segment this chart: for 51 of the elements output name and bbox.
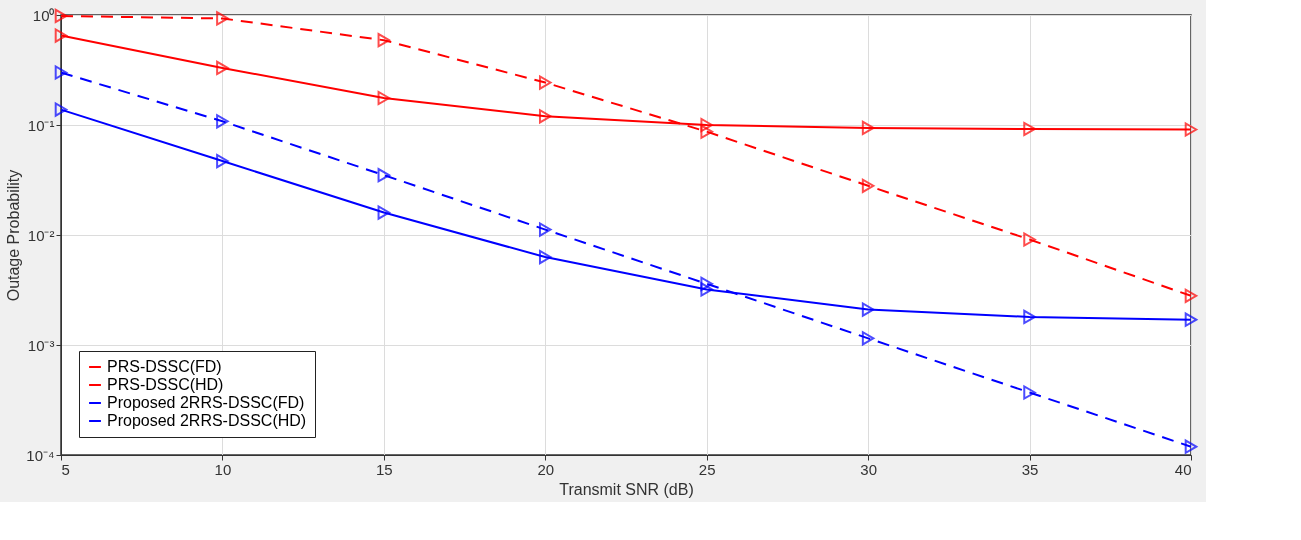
legend-label: Proposed 2RRS-DSSC(HD) [107, 412, 307, 429]
y-tick-label: 10⁻³ [27, 336, 55, 354]
point [700, 124, 714, 139]
x-axis-title: Transmit SNR (dB) [559, 480, 694, 498]
point [700, 276, 714, 291]
point [377, 168, 391, 183]
point [1184, 439, 1198, 454]
point [1184, 312, 1198, 327]
point [216, 114, 229, 129]
legend-label: Proposed 2RRS-DSSC(FD) [107, 394, 305, 411]
point [1184, 288, 1198, 303]
point [54, 102, 68, 117]
point [538, 75, 552, 90]
point [216, 11, 229, 26]
point [861, 120, 875, 136]
point [538, 109, 552, 124]
point [538, 222, 552, 237]
legend-label: PRS-DSSC(HD) [107, 376, 224, 393]
point [377, 90, 391, 106]
point [216, 60, 229, 76]
x-tick-label: 15 [376, 460, 393, 478]
x-tick-label: 5 [61, 460, 70, 478]
point [54, 8, 68, 24]
y-tick-label: 10⁻⁴ [26, 446, 55, 464]
x-tick-label: 10 [214, 460, 232, 478]
y-axis-title: Outage Probability [5, 169, 23, 302]
point [1184, 122, 1198, 137]
x-tick-label: 20 [537, 460, 555, 478]
legend-label: PRS-DSSC(FD) [107, 358, 222, 375]
point [538, 249, 552, 265]
x-tick-label: 40 [1174, 460, 1192, 478]
y-tick-label: 10⁻² [27, 226, 55, 244]
x-tick-label: 25 [698, 460, 716, 478]
y-tick-label: 10⁰ [32, 6, 55, 24]
point [861, 178, 875, 193]
point [377, 33, 391, 48]
point [1023, 232, 1036, 247]
x-tick-label: 35 [1021, 460, 1039, 478]
x-tick-label: 30 [860, 460, 877, 478]
point [1023, 309, 1036, 325]
point [861, 302, 875, 317]
point [861, 331, 875, 346]
point [54, 28, 68, 43]
point [54, 65, 68, 80]
point [700, 282, 714, 297]
point [216, 153, 229, 169]
point [377, 205, 391, 220]
y-tick-label: 10⁻¹ [27, 116, 55, 134]
point [700, 117, 714, 133]
point [1023, 385, 1036, 400]
point [1023, 121, 1036, 137]
